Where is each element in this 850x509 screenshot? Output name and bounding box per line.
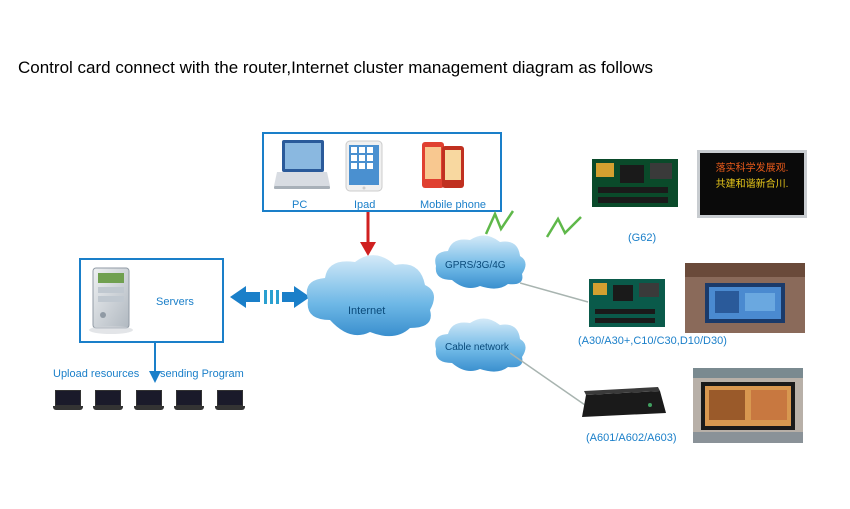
arrow-server-internet [230,282,310,312]
cable-label: Cable network [445,342,509,353]
upload-label: Upload resources [53,368,139,380]
pc-label: PC [292,199,307,211]
screen-a601 [693,368,803,443]
mobile-device [420,140,468,192]
g62-label: (G62) [628,232,656,244]
cloud-internet [300,250,440,355]
device-a601 [578,387,668,422]
sending-label: sending Program [160,368,244,380]
ipad-label: Ipad [354,199,375,211]
servers-label: Servers [156,296,194,308]
page-title: Control card connect with the router,Int… [18,58,653,78]
laptops-row [50,390,248,417]
internet-label: Internet [348,305,385,317]
arrow-server-down [148,343,162,385]
a30-label: (A30/A30+,C10/C30,D10/D30) [578,335,727,347]
zigzag-g62 [545,215,585,241]
led-display: 落实科学发展观. 共建和谐新合川. [697,150,807,218]
card-a30 [587,275,667,330]
ipad-device [345,140,383,192]
mobile-label: Mobile phone [420,199,486,211]
gprs-label: GPRS/3G/4G [445,260,506,271]
pc-device [272,138,332,193]
server-device [88,265,138,335]
screen-a30 [685,263,805,333]
a601-label: (A601/A602/A603) [586,432,677,444]
card-g62 [590,155,680,210]
led-text-2: 共建和谐新合川. [704,177,800,193]
line-to-a30 [520,280,590,310]
zigzag-gprs [483,209,517,237]
led-text-1: 落实科学发展观. [704,161,800,177]
